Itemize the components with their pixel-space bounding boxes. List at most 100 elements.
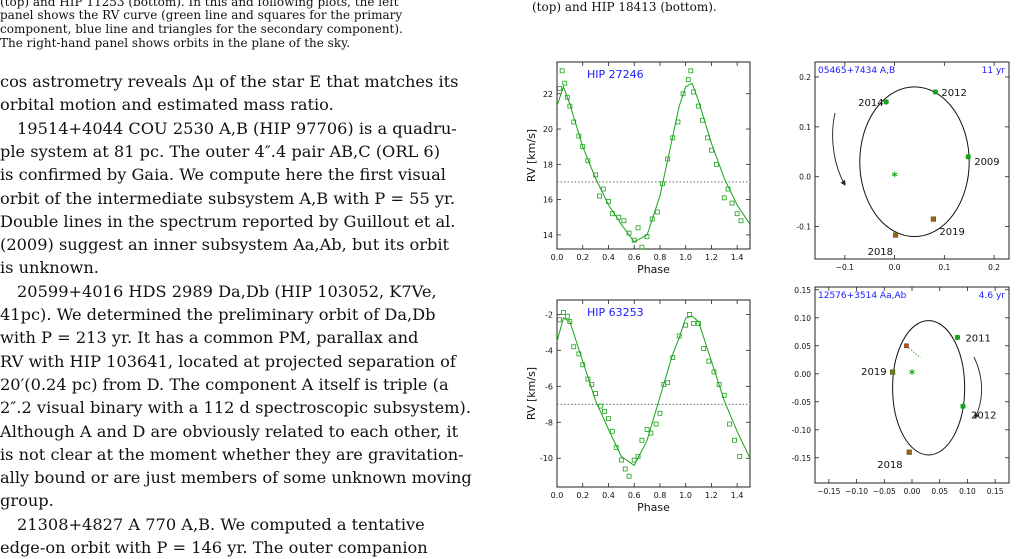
body-line: edge-on orbit with P = 146 yr. The outer…	[0, 538, 428, 557]
y-tick-label: -2	[545, 310, 553, 319]
x-tick-label: 0.10	[959, 487, 976, 496]
rv-data-point	[716, 382, 722, 387]
x-tick-label: 0.0	[889, 263, 901, 272]
y-tick-label: 0.2	[799, 73, 811, 82]
x-tick-label: −0.15	[817, 487, 840, 496]
plot-frame	[814, 286, 1010, 484]
rv-data-point	[580, 362, 586, 368]
primary-star-marker: *	[891, 170, 898, 184]
rv-data-point	[665, 156, 671, 162]
rv-data-point	[683, 322, 689, 328]
rv-data-point	[559, 68, 565, 74]
rv-data-point	[725, 186, 731, 192]
rv-data-point	[580, 144, 586, 150]
epoch-label: 2018	[868, 247, 893, 258]
orbit-figure: 0.0 0.2 0.4 0.6 0.8 1.0 1.2 1.4 14 16 18 20 22 HIP 27…	[525, 61, 1010, 514]
body-line: Although A and D are obviously related t…	[0, 421, 459, 441]
observation-point	[906, 449, 912, 455]
panel-title: 05465+7434 A,B	[818, 66, 895, 76]
y-tick-label: -0.10	[792, 426, 812, 435]
caption-line: The right-hand panel shows orbits in the…	[0, 36, 351, 50]
x-tick-label: −0.10	[845, 487, 868, 496]
body-line: 2″.2 visual binary with a 112 d spectros…	[0, 398, 471, 418]
rv-data-point	[721, 195, 727, 201]
rv-data-point	[653, 421, 659, 427]
x-tick-label: 1.4	[731, 491, 744, 500]
x-axis-label: Phase	[637, 263, 670, 276]
rv-data-point	[561, 310, 566, 315]
direction-arrow	[832, 112, 846, 186]
x-axis-label: Phase	[637, 501, 670, 514]
rv-data-point	[649, 216, 655, 222]
x-tick-label: 0.1	[938, 263, 950, 272]
rv-data-point	[675, 119, 681, 125]
rv-data-point	[621, 218, 627, 224]
y-tick-label: -8	[545, 418, 553, 427]
body-line: ally bound or are just members of some u…	[0, 468, 472, 488]
body-line: 20′(0.24 pc) from D. The component A its…	[0, 374, 449, 394]
rv-data-point	[699, 117, 705, 123]
y-tick-label: 16	[543, 196, 553, 205]
x-tick-label: −0.1	[836, 263, 854, 272]
body-line: with P = 213 yr. It has a common PM, par…	[0, 328, 419, 348]
observation-point	[965, 154, 971, 160]
rv-data-point	[635, 454, 641, 459]
rv-data-point	[609, 428, 615, 434]
body-line: is unknown.	[0, 258, 99, 278]
body-line: is not clear at the moment whether they …	[0, 444, 464, 464]
rv-data-point	[721, 392, 727, 398]
rv-data-point	[648, 430, 654, 436]
y-tick-label: 0.1	[799, 123, 811, 132]
figure-caption-right: (top) and HIP 18413 (bottom).	[532, 0, 717, 14]
body-line: (2009) suggest an inner subsystem Aa,Ab,…	[0, 235, 450, 255]
body-line: 21308+4827 A 770 A,B. We computed a tent…	[17, 514, 425, 534]
rv-data-point	[576, 133, 582, 139]
body-line: 41pc). We determined the preliminary orb…	[0, 305, 436, 324]
observation-point	[960, 403, 966, 409]
y-tick-label: -0.15	[792, 454, 812, 463]
observation-point	[883, 99, 889, 105]
caption-line: (top) and HIP 11253 (bottom). In this an…	[0, 0, 399, 9]
epoch-label: 2012	[971, 410, 996, 421]
residual-line	[906, 345, 921, 359]
rv-data-point	[665, 380, 671, 386]
x-tick-label: 1.2	[705, 253, 718, 262]
rv-data-point	[696, 103, 701, 109]
rv-data-point	[567, 319, 573, 324]
observation-point	[932, 89, 938, 95]
epoch-label: 2011	[965, 333, 990, 344]
x-tick-label: 0.2	[576, 253, 589, 262]
x-tick-label: 0.00	[904, 487, 921, 496]
body-line: group.	[0, 491, 54, 511]
x-tick-label: 1.4	[731, 253, 744, 262]
y-tick-label: 14	[543, 231, 553, 240]
x-tick-label: 0.05	[931, 487, 948, 496]
rv-data-point	[613, 445, 619, 450]
orbit-ellipse	[859, 86, 970, 238]
rv-curve-primary	[556, 315, 751, 467]
y-tick-label: -0.05	[792, 398, 812, 407]
text-column: (top) and HIP 11253 (bottom). In this an…	[0, 0, 512, 557]
rv-data-point	[567, 103, 573, 109]
rv-data-point	[635, 225, 641, 231]
rv-data-point	[688, 68, 694, 74]
body-line: orbital motion and estimated mass ratio.	[0, 95, 334, 115]
observation-point	[931, 216, 936, 222]
observation-point	[965, 154, 971, 160]
rv-data-point	[626, 473, 632, 479]
rv-data-point	[680, 91, 686, 97]
x-tick-label: 0.8	[654, 253, 667, 262]
rv-data-point	[626, 230, 632, 236]
rv-data-point	[576, 351, 582, 357]
rv-data-point	[571, 344, 577, 350]
direction-arrow	[973, 356, 983, 419]
rv-panel-hip-27246: 0.0 0.2 0.4 0.6 0.8 1.0 1.2 1.4 14 16 18 20 22 HIP 27…	[525, 61, 751, 276]
y-tick-label: 0.0	[799, 173, 811, 182]
x-tick-label: 0.2	[988, 263, 1000, 272]
rv-data-point	[670, 355, 676, 360]
rv-data-point	[600, 186, 606, 192]
y-tick-label: 0.15	[794, 286, 811, 295]
rv-data-point	[738, 218, 744, 224]
rv-data-point	[711, 369, 717, 375]
body-line: is confirmed by Gaia. We compute here th…	[0, 165, 446, 185]
